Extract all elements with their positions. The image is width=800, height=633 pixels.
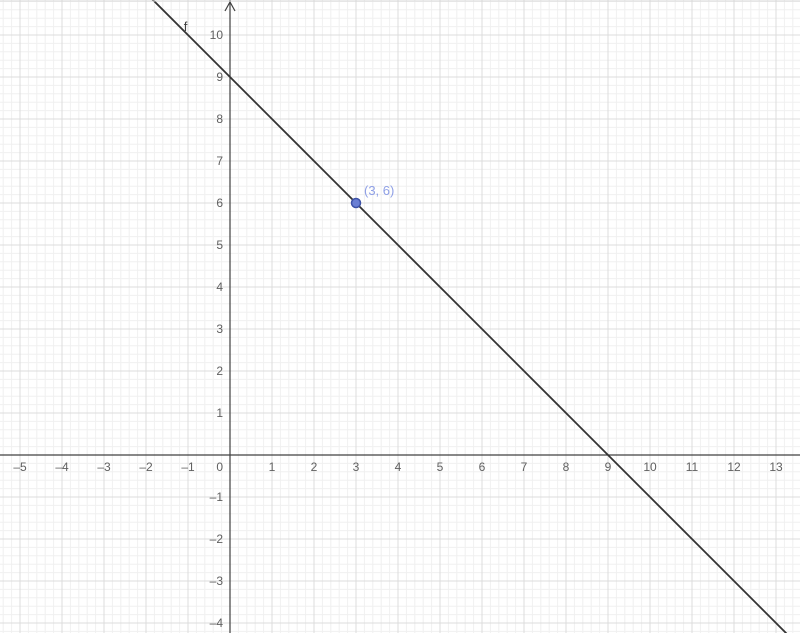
y-tick-label: 9 [216,70,223,84]
y-tick-label: 6 [216,196,223,210]
x-tick-label: –5 [13,460,27,474]
x-tick-label: 7 [521,460,528,474]
chart-background [0,0,800,633]
y-tick-label: 8 [216,112,223,126]
coordinate-chart: –5–4–3–2–112345678910111213–4–3–2–112345… [0,0,800,633]
x-tick-label: 4 [395,460,402,474]
y-tick-label: 7 [216,154,223,168]
y-tick-label: –4 [210,616,224,630]
x-tick-label: 10 [643,460,657,474]
point-label: (3, 6) [364,183,394,198]
x-tick-label: –1 [181,460,195,474]
x-tick-label: 12 [727,460,741,474]
x-tick-label: –2 [139,460,153,474]
x-tick-label: –4 [55,460,69,474]
x-tick-label: 5 [437,460,444,474]
x-tick-label: 3 [353,460,360,474]
x-tick-label: 6 [479,460,486,474]
origin-label: 0 [216,460,223,474]
x-tick-label: 13 [769,460,783,474]
x-tick-label: 2 [311,460,318,474]
highlight-point [352,199,361,208]
y-tick-label: –3 [210,574,224,588]
x-tick-label: 9 [605,460,612,474]
x-tick-label: –3 [97,460,111,474]
y-tick-label: 10 [210,28,224,42]
y-tick-label: 5 [216,238,223,252]
x-tick-label: 8 [563,460,570,474]
chart-container: –5–4–3–2–112345678910111213–4–3–2–112345… [0,0,800,633]
y-tick-label: 2 [216,364,223,378]
y-tick-label: 3 [216,322,223,336]
y-tick-label: 1 [216,406,223,420]
y-tick-label: 4 [216,280,223,294]
x-tick-label: 1 [269,460,276,474]
y-tick-label: –1 [210,490,224,504]
x-tick-label: 11 [686,460,699,474]
function-label: f [184,19,188,34]
y-tick-label: –2 [210,532,224,546]
